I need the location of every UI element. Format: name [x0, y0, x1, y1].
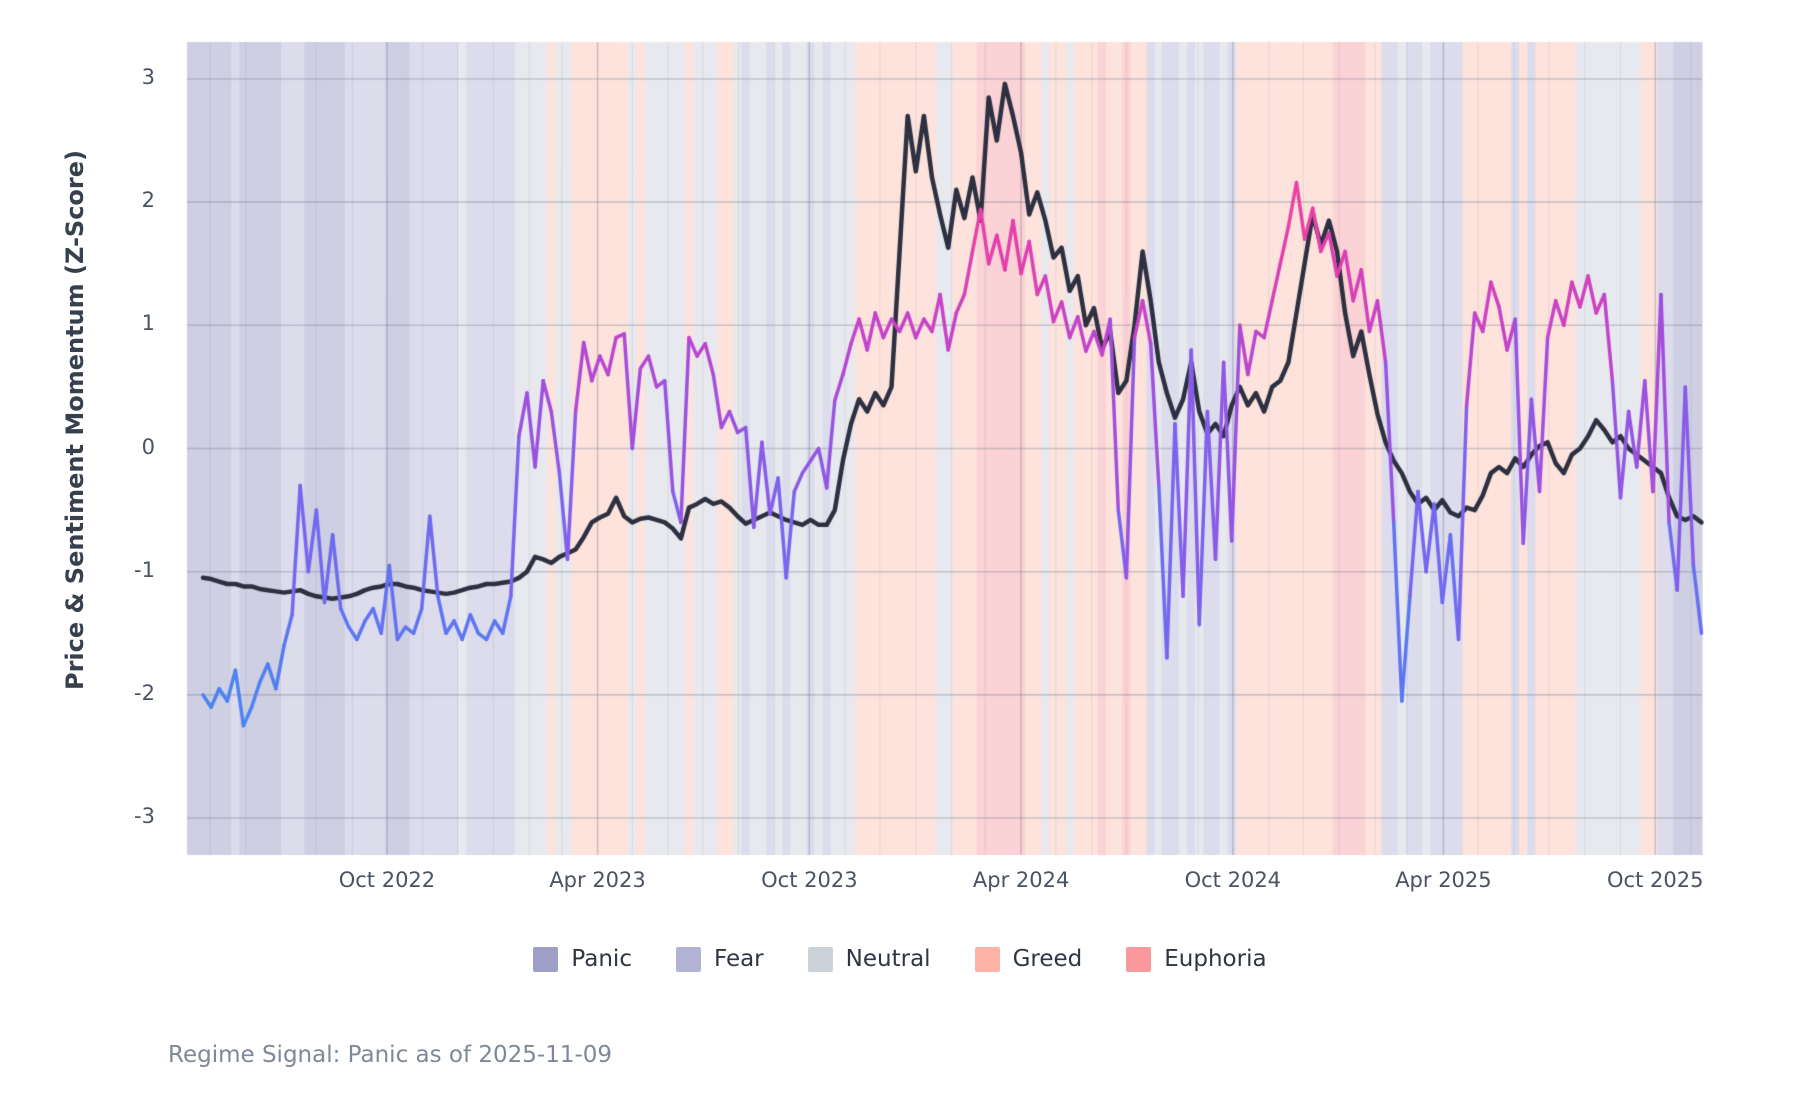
legend-item-panic[interactable]: Panic [533, 946, 632, 972]
regime-legend: Panic Fear Neutral Greed Euphoria [0, 946, 1800, 972]
legend-item-euphoria[interactable]: Euphoria [1126, 946, 1267, 972]
y-tick-label: 0 [141, 434, 155, 459]
x-tick-label: Oct 2025 [1607, 868, 1704, 892]
x-tick-label: Apr 2025 [1395, 868, 1492, 892]
y-tick-label: 2 [141, 188, 155, 213]
y-axis-title: Price & Sentiment Momentum (Z-Score) [61, 150, 89, 690]
x-tick-label: Oct 2023 [761, 868, 858, 892]
x-tick-label: Apr 2024 [972, 868, 1070, 892]
panic-swatch-icon [533, 946, 559, 972]
regime-signal-footnote: Regime Signal: Panic as of 2025-11-09 [168, 1042, 613, 1068]
y-tick-label: -3 [134, 804, 155, 829]
legend-item-neutral[interactable]: Neutral [807, 946, 931, 972]
euphoria-swatch-icon [1126, 946, 1152, 972]
legend-label-neutral: Neutral [845, 946, 931, 972]
legend-label-greed: Greed [1012, 946, 1083, 972]
fear-swatch-icon [675, 946, 701, 972]
legend-label-euphoria: Euphoria [1164, 946, 1267, 972]
x-tick-label: Oct 2024 [1184, 868, 1282, 892]
y-tick-label: 3 [141, 64, 155, 89]
legend-label-fear: Fear [713, 946, 764, 972]
x-tick-label: Oct 2022 [338, 868, 436, 892]
y-tick-label: -2 [134, 680, 155, 705]
greed-swatch-icon [974, 946, 1000, 972]
legend-label-panic: Panic [571, 946, 632, 972]
y-tick-label: 1 [141, 311, 155, 336]
neutral-swatch-icon [807, 946, 833, 972]
legend-item-fear[interactable]: Fear [675, 946, 764, 972]
legend-item-greed[interactable]: Greed [974, 946, 1083, 972]
y-tick-label: -1 [134, 557, 155, 582]
x-tick-label: Apr 2023 [549, 868, 646, 892]
